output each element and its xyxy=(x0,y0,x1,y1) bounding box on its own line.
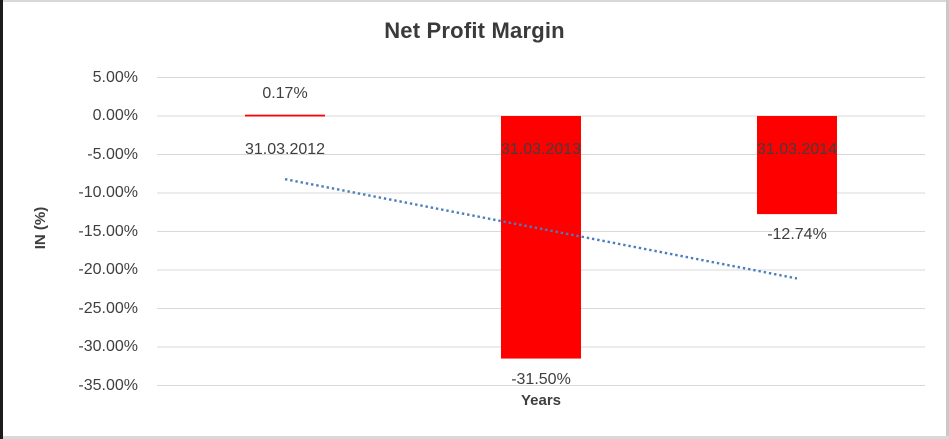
category-label: 31.03.2014 xyxy=(756,141,838,158)
y-tick-label: -20.00% xyxy=(78,261,138,278)
y-tick-label: -10.00% xyxy=(78,184,138,201)
y-tick-label: -15.00% xyxy=(78,222,138,240)
y-tick-label: -30.00% xyxy=(78,338,138,355)
category-label: 31.03.2012 xyxy=(244,141,326,158)
trendline xyxy=(284,177,798,280)
frame-border-left xyxy=(0,0,3,439)
data-label: 0.17% xyxy=(262,84,308,102)
y-tick-label: -25.00% xyxy=(78,299,138,317)
frame-border-bottom xyxy=(0,436,949,439)
x-axis-title: Years xyxy=(520,392,562,409)
y-tick-label: 0.00% xyxy=(92,107,138,124)
chart-title: Net Profit Margin xyxy=(384,18,565,43)
bar-31.03.2013 xyxy=(501,116,581,359)
data-label: -31.50% xyxy=(511,370,571,388)
frame-border-top xyxy=(0,0,949,2)
bar-31.03.2014 xyxy=(757,116,837,215)
data-label: -12.74% xyxy=(767,226,827,244)
y-tick-label: -5.00% xyxy=(87,145,138,163)
category-label: 31.03.2013 xyxy=(500,141,582,158)
y-tick-label: 5.00% xyxy=(92,68,138,86)
frame-border-right xyxy=(946,0,949,439)
bar-31.03.2012 xyxy=(245,114,325,117)
y-tick-label: -35.00% xyxy=(78,376,138,394)
